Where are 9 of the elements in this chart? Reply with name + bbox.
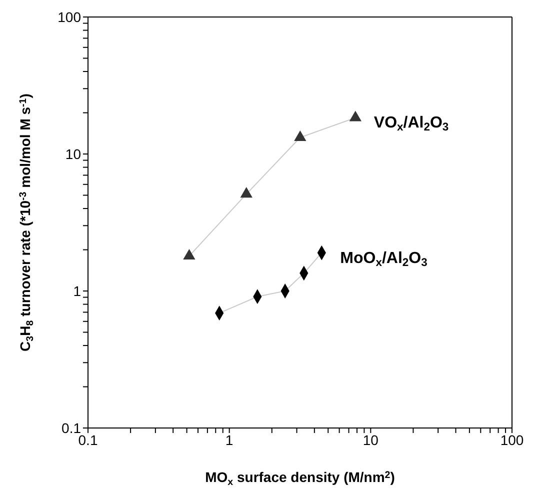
x-tick-label: 10 (362, 432, 379, 448)
y-tick-label: 1 (73, 282, 82, 299)
series-label: MoO$_{x}$/Al$_{2}$O$_{3}$ (340, 250, 428, 269)
y-tick-label: 10 (65, 146, 82, 162)
x-tick-label: 100 (500, 432, 524, 448)
series-label: VO$_{x}$/Al$_{2}$O$_{3}$ (374, 114, 449, 134)
x-axis-title: MO$_{x}$ surface density (M/nm$^{2}$) (205, 469, 395, 488)
x-tick-label: 1 (225, 432, 234, 448)
y-tick-label: 100 (58, 8, 82, 25)
